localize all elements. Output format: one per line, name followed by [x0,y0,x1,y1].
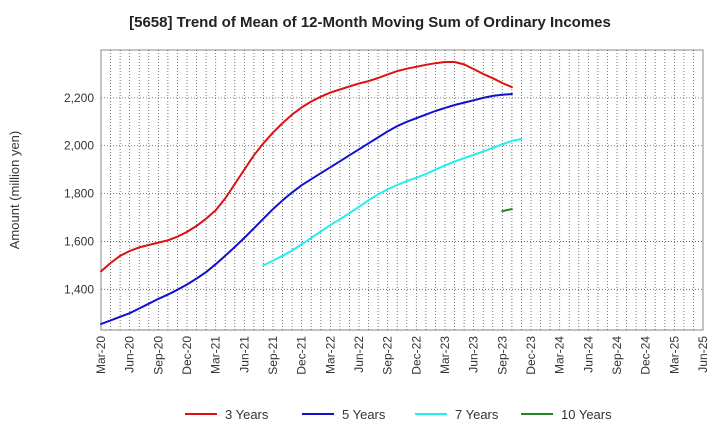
legend-label-5-years: 5 Years [342,407,386,422]
series-line-5-years [100,93,513,325]
y-tick-label: 1,600 [64,234,94,248]
x-tick-label: Mar-20 [94,336,108,374]
x-tick-label: Jun-24 [581,336,595,373]
x-tick-label: Mar-23 [438,336,452,374]
x-tick-label: Dec-20 [180,336,194,375]
y-tick-label: 2,000 [64,139,94,153]
y-axis-title: Amount (million yen) [7,131,22,250]
legend-label-10-years: 10 Years [561,407,612,422]
y-tick-label: 1,800 [64,187,94,201]
x-tick-label: Jun-23 [467,336,481,373]
series-line-3-years [100,61,513,273]
x-tick-label: Jun-20 [123,336,137,373]
x-tick-label: Dec-24 [639,336,653,375]
x-tick-label: Sep-24 [610,336,624,375]
series-line-7-years [262,138,523,267]
x-tick-label: Mar-22 [323,336,337,374]
x-tick-label: Mar-21 [209,336,223,374]
y-tick-label: 1,400 [64,282,94,296]
x-tick-label: Sep-21 [266,336,280,375]
x-tick-label: Dec-23 [524,336,538,375]
x-tick-label: Mar-25 [667,336,681,374]
x-tick-label: Mar-24 [553,336,567,374]
series-line-10-years [501,208,513,213]
legend-label-3-years: 3 Years [225,407,269,422]
x-tick-label: Jun-25 [696,336,710,373]
x-tick-label: Sep-20 [151,336,165,375]
legend-label-7-years: 7 Years [455,407,499,422]
x-tick-label: Dec-22 [409,336,423,375]
x-tick-label: Dec-21 [295,336,309,375]
chart-title: [5658] Trend of Mean of 12-Month Moving … [129,14,611,31]
x-tick-label: Jun-21 [237,336,251,373]
y-tick-label: 2,200 [64,91,94,105]
x-tick-label: Sep-22 [381,336,395,375]
x-tick-label: Jun-22 [352,336,366,373]
x-tick-label: Sep-23 [495,336,509,375]
plot-area [100,49,704,331]
